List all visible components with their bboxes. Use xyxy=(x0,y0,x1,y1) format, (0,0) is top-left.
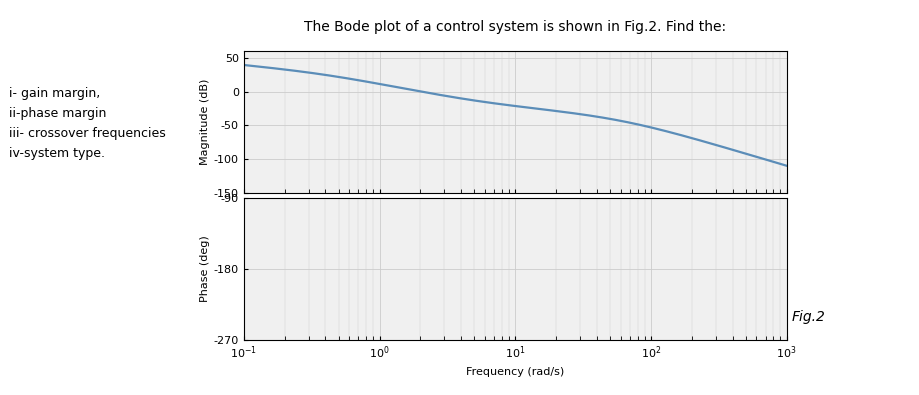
X-axis label: Frequency (rad/s): Frequency (rad/s) xyxy=(466,367,563,377)
Y-axis label: Phase (deg): Phase (deg) xyxy=(199,236,210,303)
Y-axis label: Magnitude (dB): Magnitude (dB) xyxy=(199,79,210,165)
Text: The Bode plot of a control system is shown in Fig.2. Find the:: The Bode plot of a control system is sho… xyxy=(304,20,725,34)
Text: Fig.2: Fig.2 xyxy=(790,310,824,324)
Text: i- gain margin,
ii-phase margin
iii- crossover frequencies
iv-system type.: i- gain margin, ii-phase margin iii- cro… xyxy=(9,87,165,160)
